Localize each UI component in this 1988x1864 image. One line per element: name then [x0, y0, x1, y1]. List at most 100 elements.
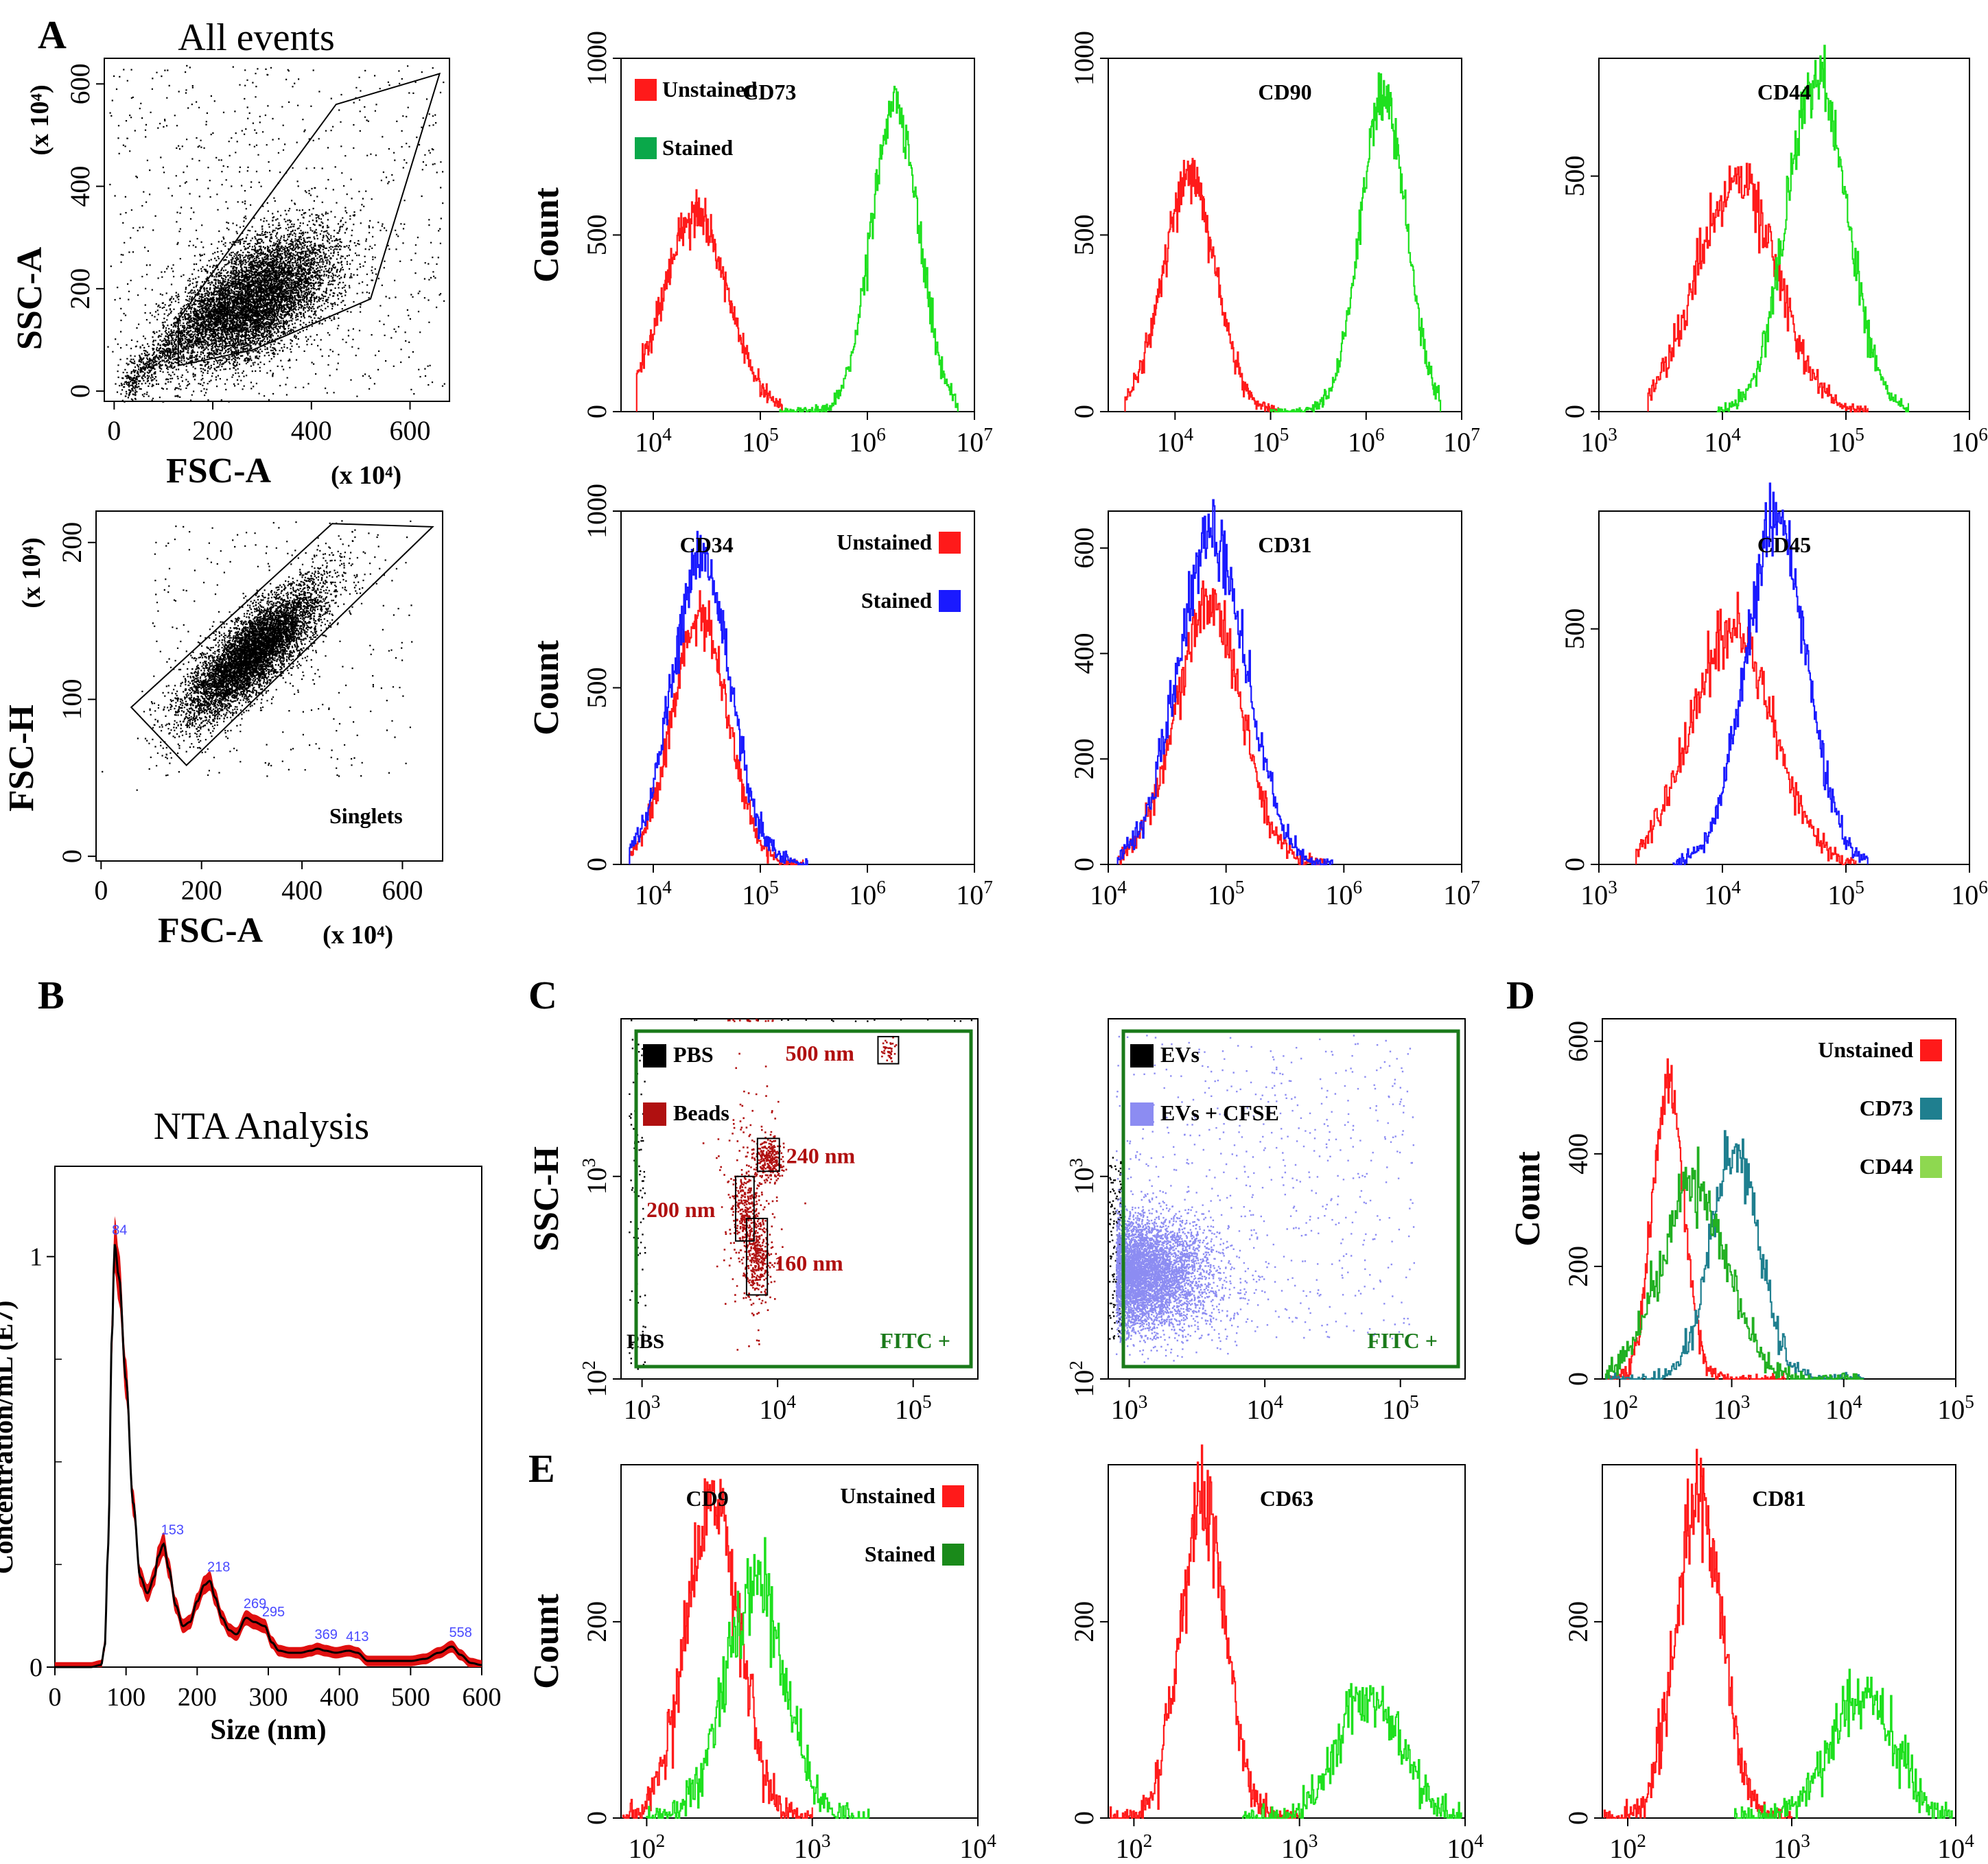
E1-xtick-label: 103	[794, 1830, 831, 1864]
E1-ytick-label: 200	[581, 1601, 612, 1642]
A6-legend-swatch-unstained	[939, 532, 961, 554]
A6-xtick-base: 10	[956, 880, 983, 910]
C1-xtick-label: 105	[895, 1391, 932, 1425]
C1-bead-label: 500 nm	[785, 1041, 854, 1065]
E2-xtick-label: 103	[1281, 1830, 1318, 1864]
D-xtick-exp: 5	[1965, 1391, 1974, 1412]
A4-ytick-label: 0	[1068, 405, 1099, 418]
panel-letter-d: D	[1506, 973, 1535, 1017]
A1-ytick-label: 0	[65, 384, 95, 398]
C1-bead-gate-500nm	[877, 1035, 900, 1065]
E2-series-unstained	[1109, 1444, 1300, 1819]
A4-xtick-label: 107	[1443, 424, 1480, 458]
E2-xtick-exp: 3	[1309, 1830, 1318, 1851]
E1-plot-frame	[620, 1464, 979, 1819]
B-mean-line	[55, 1244, 482, 1668]
C1-xtick-base: 10	[624, 1394, 651, 1425]
A4-xtick-exp: 4	[1184, 424, 1194, 445]
A3-xtick-base: 10	[849, 427, 876, 458]
A4-xtick-base: 10	[1157, 427, 1184, 458]
A4-xtick-base: 10	[1348, 427, 1375, 458]
A7-series-stained	[1116, 499, 1333, 866]
D-legend-swatch-cd44	[1920, 1156, 1942, 1178]
E3-xtick-label: 103	[1773, 1830, 1810, 1864]
A5-xtick-label: 104	[1704, 424, 1741, 458]
A1-x-axis-unit: (x 10⁴)	[331, 461, 401, 490]
A3-xtick-exp: 6	[876, 424, 886, 445]
C2-xtick-label: 105	[1382, 1391, 1419, 1425]
C2-fitc-gate	[1121, 1029, 1460, 1369]
A6-y-axis-title: Count	[527, 639, 566, 735]
C1-legend-swatch	[643, 1102, 666, 1126]
A2-annotation: Singlets	[329, 803, 403, 828]
B-title: NTA Analysis	[154, 1105, 369, 1148]
A7-ytick-label: 400	[1068, 633, 1099, 674]
C2-xtick-label: 103	[1111, 1391, 1148, 1425]
A5-xtick-base: 10	[1704, 427, 1731, 458]
C2-xtick-exp: 3	[1138, 1391, 1148, 1412]
A2-x-axis-title: FSC-A	[158, 911, 264, 950]
A1-gate-polygon	[177, 72, 441, 367]
C2-legend-label: EVs	[1160, 1042, 1200, 1067]
C2-ytick-exp: 2	[1066, 1360, 1086, 1370]
A6-xtick-exp: 5	[769, 877, 779, 897]
A1-xtick-label: 0	[107, 415, 121, 446]
C1-pbs-dots	[629, 1019, 973, 1370]
E2-xtick-label: 102	[1116, 1830, 1153, 1864]
A2-event-dots	[102, 520, 413, 791]
A1-xtick-label: 200	[192, 415, 233, 446]
E3-ytick-label: 0	[1563, 1811, 1593, 1825]
A6-xtick-base: 10	[742, 880, 769, 910]
C1-bead-label: 200 nm	[646, 1197, 716, 1222]
A2-y-axis-title: FSC-H	[2, 705, 41, 812]
E3-xtick-base: 10	[1609, 1833, 1637, 1864]
C1-plot-frame	[620, 1018, 979, 1380]
panel-letter-e: E	[528, 1446, 555, 1491]
D-xtick-label: 105	[1937, 1391, 1974, 1425]
E1-ytick-label: 0	[581, 1811, 612, 1825]
A4-marker-label: CD90	[1258, 80, 1311, 104]
A8-marker-label: CD45	[1757, 532, 1811, 557]
A1-xtick-label: 400	[291, 415, 332, 446]
A1-y-axis-unit: (x 10⁴)	[25, 84, 54, 155]
A3-y-axis-title: Count	[527, 187, 566, 282]
D-series-unstained	[1605, 1058, 1786, 1380]
E2-xtick-exp: 4	[1474, 1830, 1484, 1851]
A3-ytick-label: 0	[581, 405, 612, 418]
A3-series-unstained	[635, 189, 783, 413]
A6-xtick-base: 10	[635, 880, 662, 910]
A2-ytick-label: 0	[56, 849, 87, 863]
A6-legend-label: Stained	[861, 588, 932, 613]
E1-series-stained	[646, 1537, 870, 1819]
A1-ytick-label: 600	[65, 63, 95, 104]
B-xtick-label: 200	[178, 1683, 217, 1712]
D-series-cd44	[1604, 1146, 1864, 1380]
B-peak-label: 295	[262, 1605, 285, 1620]
A7-xtick-label: 105	[1208, 877, 1245, 910]
A3-xtick-exp: 4	[662, 424, 672, 445]
B-xtick-label: 500	[391, 1683, 430, 1712]
E1-xtick-base: 10	[794, 1833, 821, 1864]
A8-ytick-label: 500	[1559, 609, 1590, 650]
D-xtick-exp: 4	[1853, 1391, 1862, 1412]
C1-ytick-label: 102	[578, 1360, 612, 1397]
A3-xtick-exp: 5	[769, 424, 779, 445]
A8-xtick-base: 10	[1704, 880, 1731, 910]
D-legend-swatch-unstained	[1920, 1039, 1942, 1061]
E3-xtick-exp: 3	[1801, 1830, 1810, 1851]
A8-plot-frame	[1598, 510, 1970, 865]
A8-xtick-exp: 5	[1855, 877, 1864, 897]
A6-series-stained	[629, 530, 808, 866]
A7-xtick-exp: 5	[1235, 877, 1245, 897]
C1-pbs-annotation: PBS	[627, 1330, 664, 1353]
D-xtick-base: 10	[1714, 1394, 1741, 1425]
B-xtick-label: 600	[463, 1683, 502, 1712]
A6-plot-frame	[620, 510, 975, 865]
C1-y-axis-title: SSC-H	[527, 1146, 566, 1251]
E1-xtick-exp: 2	[656, 1830, 666, 1851]
